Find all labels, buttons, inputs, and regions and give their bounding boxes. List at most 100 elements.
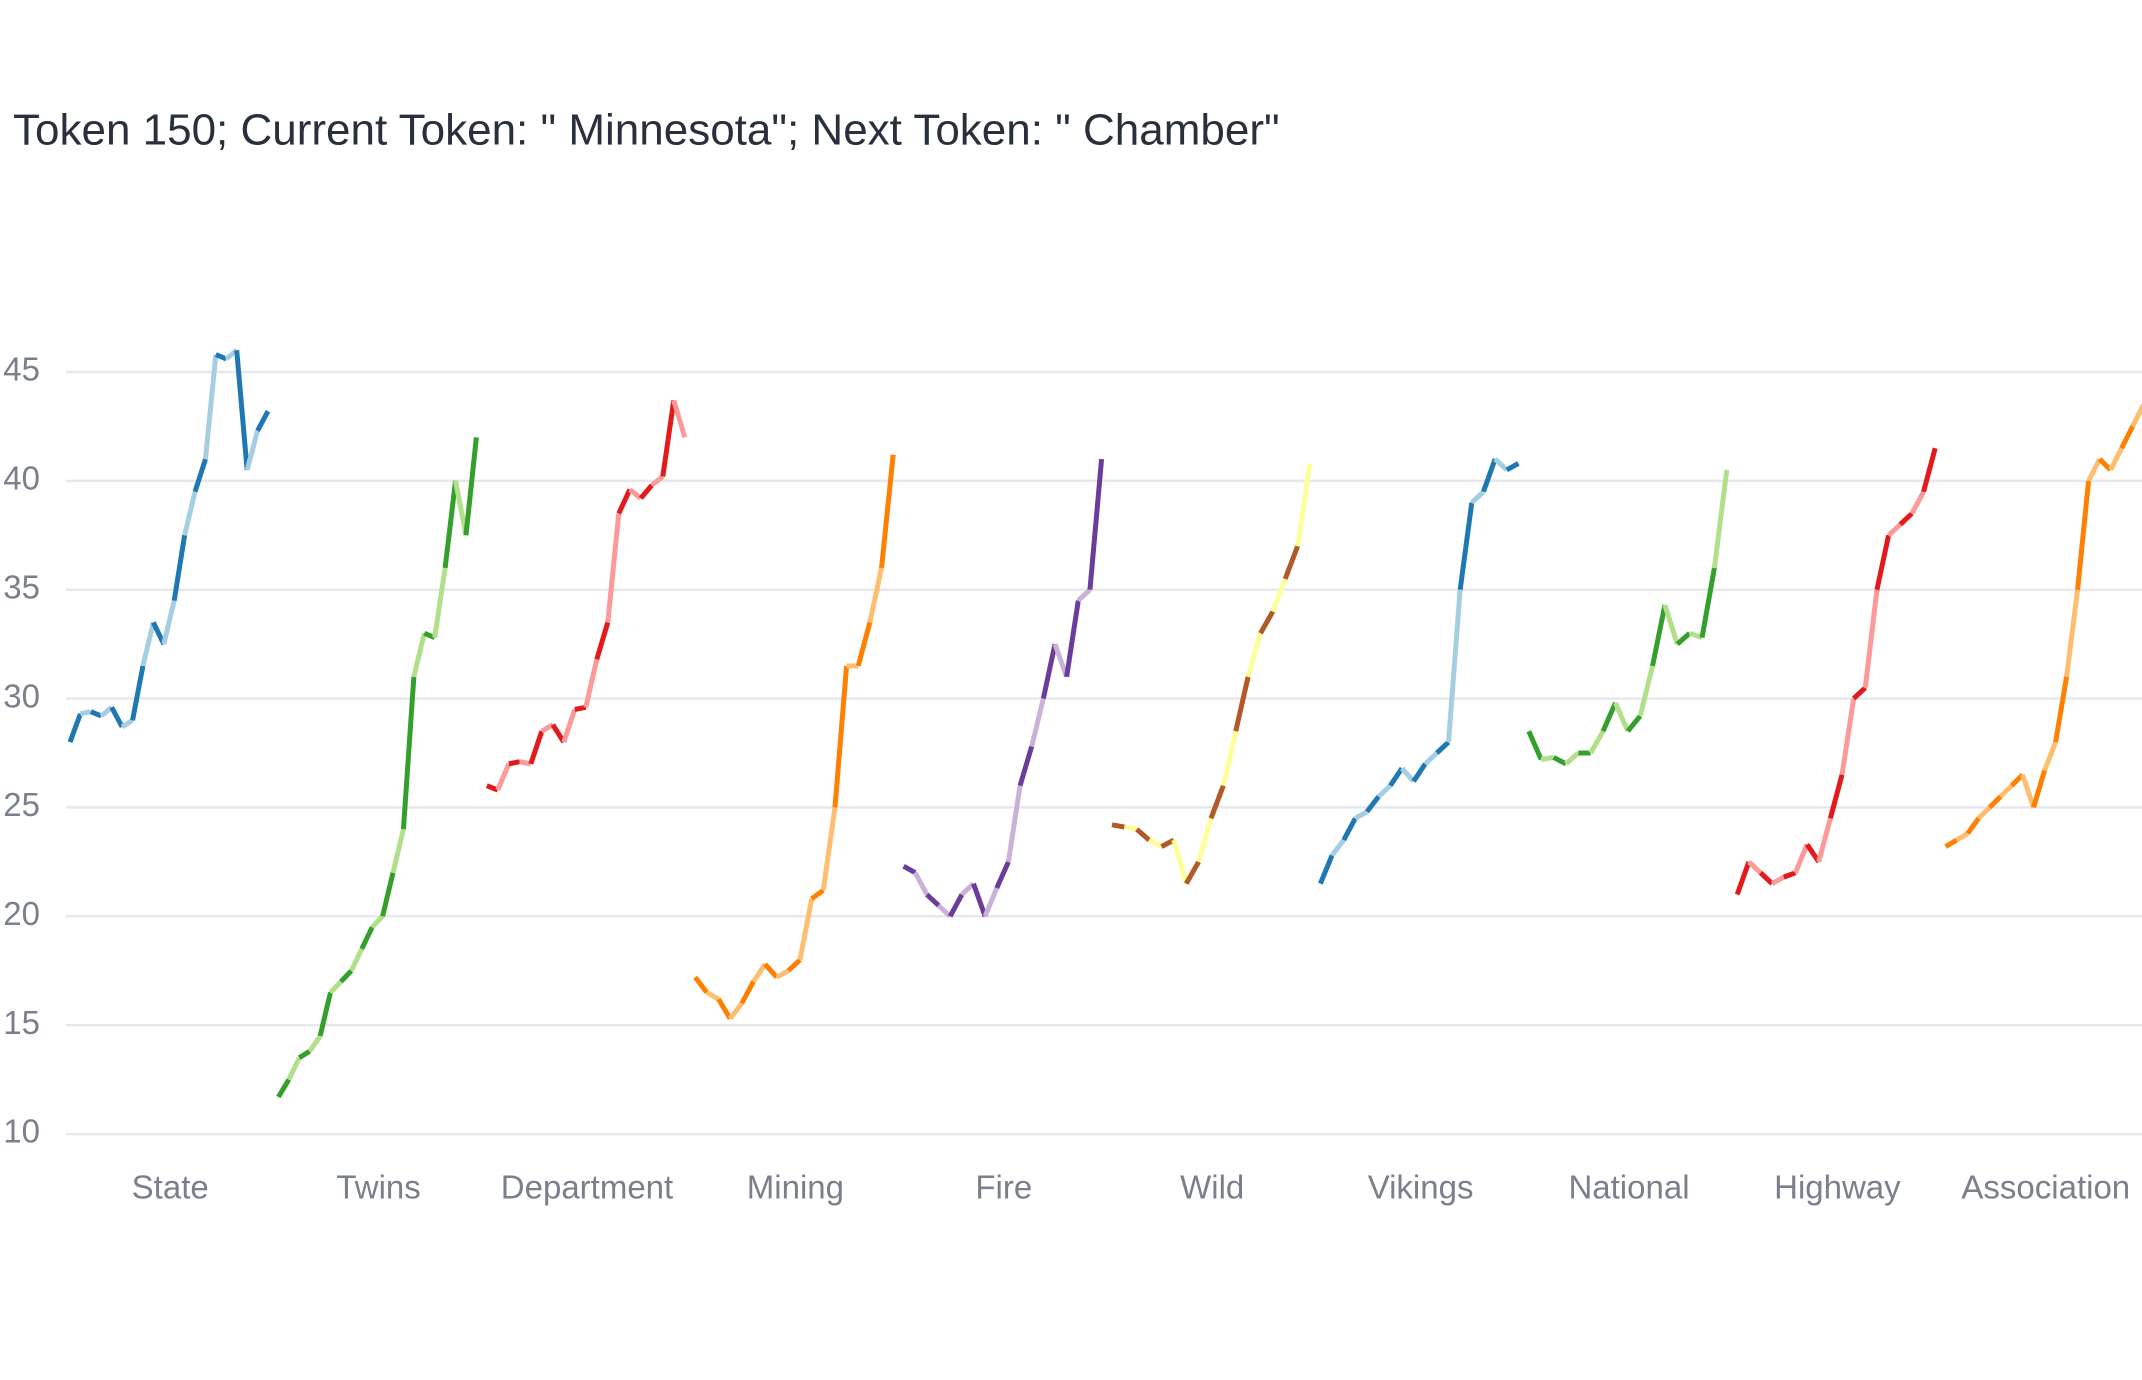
line-segment xyxy=(1470,489,1486,505)
line-segment xyxy=(1364,795,1381,814)
line-segment xyxy=(561,708,578,743)
line-segment xyxy=(616,488,633,515)
line-segment xyxy=(442,480,459,569)
line-segment xyxy=(1029,697,1046,748)
line-segment xyxy=(317,991,333,1037)
line-segment xyxy=(1135,827,1151,842)
line-segment xyxy=(705,990,720,1002)
line-segment xyxy=(1804,843,1821,864)
line-segment xyxy=(528,730,545,765)
line-segment xyxy=(161,600,177,645)
y-tick-label: 10 xyxy=(3,1113,40,1150)
line-segment xyxy=(1076,587,1092,603)
y-tick-label: 45 xyxy=(3,351,40,388)
line-segment xyxy=(1675,631,1692,647)
line-segment xyxy=(1233,676,1251,732)
line-segment xyxy=(2108,447,2124,472)
line-segment xyxy=(1921,447,1938,493)
line-segment xyxy=(1909,490,1926,515)
line-segment xyxy=(594,621,611,661)
line-segment xyxy=(519,759,532,767)
line-segment xyxy=(1258,610,1276,635)
line-segment xyxy=(2064,589,2081,678)
line-segment xyxy=(1388,766,1404,788)
line-segment xyxy=(1318,854,1335,885)
line-segment xyxy=(1220,730,1239,787)
line-segment xyxy=(1552,755,1568,767)
line-segment xyxy=(540,722,555,734)
line-segment xyxy=(832,665,850,808)
y-tick-label: 40 xyxy=(3,460,40,497)
line-segment xyxy=(1711,469,1730,569)
line-segment xyxy=(1862,589,1880,688)
line-segment xyxy=(453,480,469,536)
x-tick-label: Vikings xyxy=(1368,1169,1474,1206)
line-segment xyxy=(1699,567,1717,639)
line-segment xyxy=(936,903,952,919)
line-segment xyxy=(328,979,343,995)
line-segment xyxy=(1435,740,1451,755)
line-segment xyxy=(1839,698,1857,776)
line-segment xyxy=(660,399,677,477)
line-segment xyxy=(867,567,884,623)
x-tick-label: Highway xyxy=(1774,1169,1901,1206)
line-segment xyxy=(797,898,815,961)
line-segment xyxy=(1052,643,1069,678)
line-segment xyxy=(2086,457,2102,482)
line-segment xyxy=(1171,839,1189,885)
line-segment xyxy=(1564,751,1580,766)
line-segment xyxy=(508,759,521,767)
line-segment xyxy=(605,513,622,623)
line-segment xyxy=(1184,860,1201,885)
line-segment xyxy=(1446,589,1463,743)
line-segment xyxy=(947,893,965,918)
line-segment xyxy=(2053,676,2070,743)
line-segment xyxy=(1782,870,1797,880)
line-segment xyxy=(650,474,665,488)
x-tick-label: Mining xyxy=(747,1169,844,1206)
line-segment xyxy=(1493,457,1509,472)
line-segment xyxy=(1330,838,1346,857)
y-tick-label: 20 xyxy=(3,895,40,932)
line-segment xyxy=(1111,822,1125,830)
line-segment xyxy=(1998,783,2014,799)
line-segment xyxy=(339,968,354,984)
line-segment xyxy=(400,676,417,830)
line-segment xyxy=(297,1049,311,1060)
line-segment xyxy=(855,621,873,667)
line-segment xyxy=(786,958,802,973)
line-segment xyxy=(913,871,930,896)
line-segment xyxy=(763,962,779,979)
line-segment xyxy=(1540,754,1554,762)
line-segment xyxy=(495,762,512,791)
line-segment xyxy=(1040,643,1058,700)
y-tick-label: 15 xyxy=(3,1004,40,1041)
line-segment xyxy=(902,864,917,875)
x-tick-label: State xyxy=(132,1169,209,1206)
line-segment xyxy=(1613,701,1631,733)
line-segment xyxy=(1758,870,1774,886)
line-segment xyxy=(1588,729,1606,755)
line-segment xyxy=(1600,701,1618,733)
line-segment xyxy=(411,632,427,678)
line-segment xyxy=(574,704,587,712)
line-segment xyxy=(879,454,896,569)
line-segment xyxy=(1793,843,1810,874)
y-tick-label: 25 xyxy=(3,786,40,823)
line-segment xyxy=(1457,502,1475,591)
line-segment xyxy=(1282,545,1300,580)
line-segment xyxy=(276,1078,291,1099)
line-segment xyxy=(79,709,92,717)
line-segment xyxy=(370,914,385,929)
line-segment xyxy=(550,723,566,744)
line-segment xyxy=(1526,730,1544,761)
line-segment xyxy=(390,828,406,874)
line-segment xyxy=(1886,522,1902,538)
line-segment xyxy=(1637,665,1655,717)
line-segment xyxy=(1411,762,1428,783)
line-segment xyxy=(1987,794,2003,810)
line-segment xyxy=(2130,403,2142,428)
x-tick-label: Wild xyxy=(1180,1169,1244,1206)
